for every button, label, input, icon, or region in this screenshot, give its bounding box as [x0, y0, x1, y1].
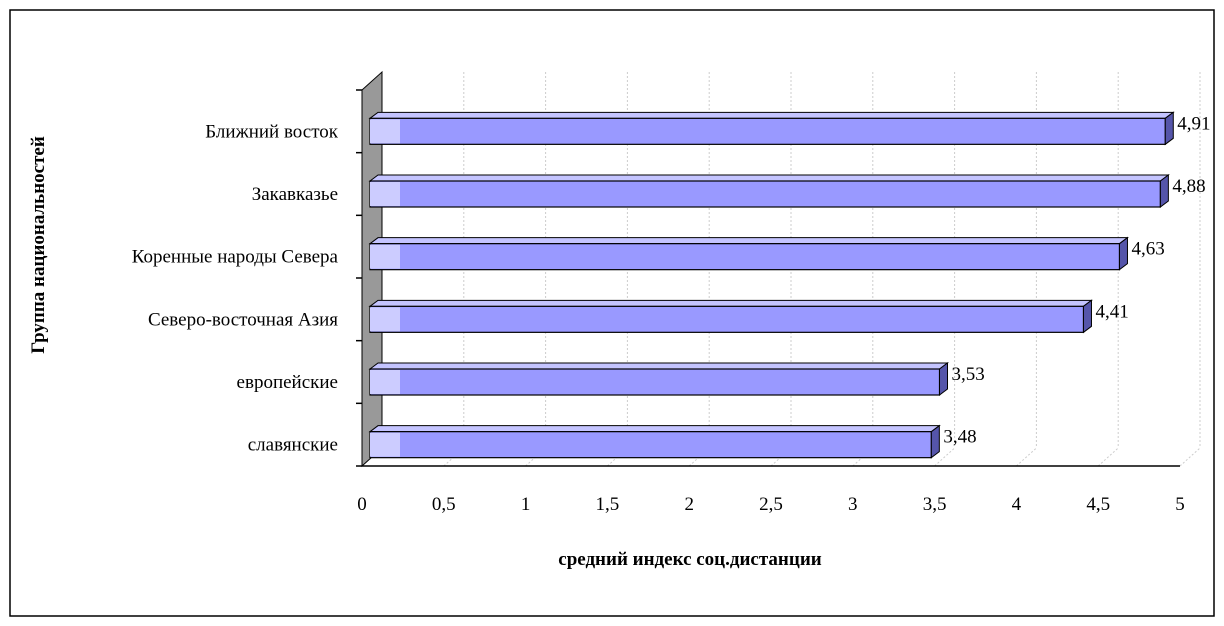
bar-4 [368, 299, 1093, 334]
category-label: Коренные народы Севера [132, 247, 339, 268]
bar-1 [368, 111, 1175, 146]
x-tick-label: 4 [1012, 494, 1022, 515]
bar-2 [368, 174, 1170, 208]
bar-side-face [939, 362, 949, 396]
bar-top-face [368, 174, 1170, 182]
bar-front-face [369, 368, 941, 396]
x-tick-label: 3,5 [923, 494, 947, 515]
bar-highlight [370, 182, 400, 206]
bar-front-face [369, 180, 1161, 208]
bar-front-face [369, 243, 1121, 271]
x-tick-label: 0,5 [432, 494, 456, 515]
bar-top-face [368, 425, 941, 433]
x-axis-title: средний индекс соц.дистанции [558, 549, 822, 570]
data-label: 4,91 [1177, 113, 1210, 134]
labels: 0 0,5 1 1,5 2 2,5 3 3,5 4 4,5 5 Ближний восток 4,91 З… [132, 113, 1211, 515]
bar-5 [368, 362, 950, 396]
data-label: 4,88 [1172, 176, 1205, 197]
data-label: 4,41 [1095, 301, 1128, 322]
category-label: Ближний восток [205, 121, 338, 142]
data-label: 3,48 [943, 427, 976, 448]
x-tick-label: 0 [357, 494, 367, 515]
floor-gridline [1179, 447, 1201, 467]
bar-side-face [930, 424, 940, 459]
bar-highlight [370, 119, 400, 144]
bars [368, 111, 1175, 459]
chart-frame [9, 9, 1215, 617]
category-label: Закавказье [252, 184, 338, 205]
category-label: славянские [248, 435, 338, 456]
x-tick-label: 2,5 [759, 494, 783, 515]
x-tick-label: 1,5 [596, 494, 620, 515]
bar-side-face [1164, 111, 1174, 146]
bar-top-face [368, 237, 1129, 245]
floor-gridline [1097, 447, 1119, 467]
bar-front-face [369, 117, 1166, 145]
bar-highlight [370, 244, 400, 269]
y-axis-title: Группа национальностей [28, 136, 49, 354]
bar-highlight [370, 307, 400, 332]
bar-top-face [368, 111, 1175, 119]
bar-highlight [370, 432, 400, 457]
floor-gridline [1016, 447, 1037, 467]
bar-top-face [368, 362, 950, 370]
bar-side-face [1159, 174, 1169, 208]
x-tick-label: 2 [684, 494, 694, 515]
x-tick-label: 1 [521, 494, 531, 515]
bar-front-face [369, 431, 932, 459]
category-label: Северо-восточная Азия [148, 309, 338, 330]
bar-6 [368, 424, 941, 459]
x-tick-label: 3 [848, 494, 858, 515]
bar-top-face [368, 299, 1093, 307]
axes [356, 89, 1180, 467]
category-label: европейские [237, 372, 338, 393]
x-tick-label: 4,5 [1086, 494, 1110, 515]
x-tick-label: 5 [1175, 494, 1185, 515]
bar-side-face [1082, 299, 1092, 334]
bar-side-face [1118, 236, 1128, 271]
bar-3 [368, 236, 1129, 271]
bar-highlight [370, 370, 400, 394]
floor-gridline [934, 447, 955, 467]
bar-front-face [369, 305, 1085, 333]
data-label: 4,63 [1131, 239, 1164, 260]
data-label: 3,53 [952, 364, 985, 385]
